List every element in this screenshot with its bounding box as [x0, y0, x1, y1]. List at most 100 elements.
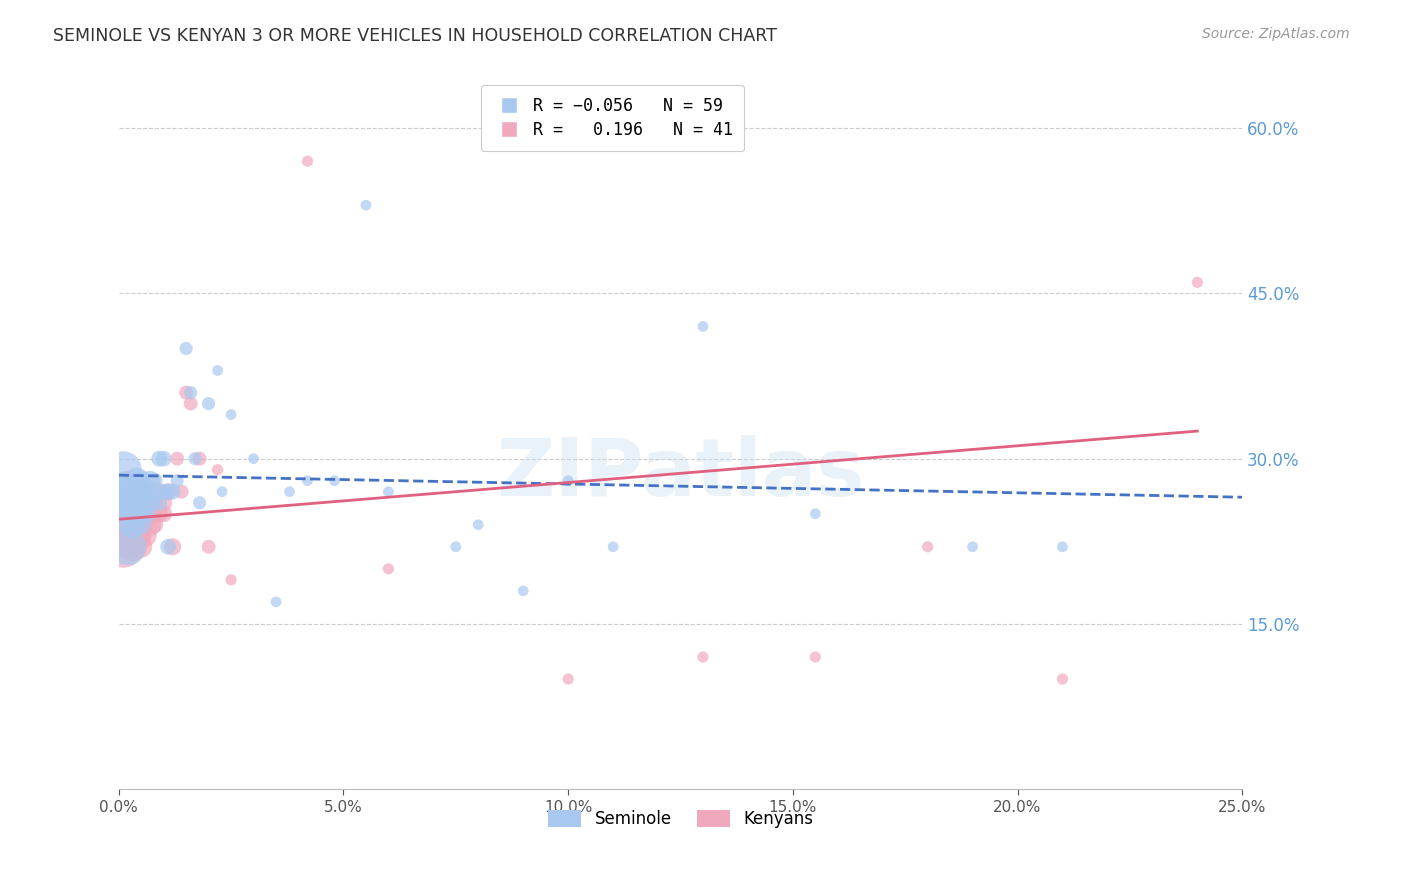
Point: [157, 484, 180, 499]
Point: [135, 496, 157, 510]
Point: [170, 484, 193, 499]
Point: [152, 507, 174, 521]
Point: [148, 451, 170, 466]
Point: [207, 463, 229, 477]
Point: [804, 507, 827, 521]
Point: [121, 517, 143, 532]
Point: [444, 540, 467, 554]
Point: [148, 507, 170, 521]
Point: [125, 529, 148, 543]
Point: [242, 451, 264, 466]
Point: [125, 484, 148, 499]
Point: [180, 396, 202, 410]
Point: [139, 507, 162, 521]
Point: [512, 583, 534, 598]
Point: [139, 517, 162, 532]
Point: [121, 540, 143, 554]
Point: [354, 198, 377, 212]
Point: [139, 474, 162, 488]
Point: [297, 474, 319, 488]
Point: [219, 408, 242, 422]
Point: [125, 507, 148, 521]
Point: [112, 484, 135, 499]
Point: [148, 484, 170, 499]
Point: [207, 363, 229, 377]
Point: [148, 496, 170, 510]
Legend: Seminole, Kenyans: Seminole, Kenyans: [541, 803, 820, 835]
Point: [135, 507, 157, 521]
Point: [157, 540, 180, 554]
Point: [112, 517, 135, 532]
Point: [166, 451, 188, 466]
Point: [152, 484, 174, 499]
Point: [197, 396, 219, 410]
Point: [692, 319, 714, 334]
Point: [117, 529, 139, 543]
Point: [184, 451, 207, 466]
Point: [121, 496, 143, 510]
Point: [121, 507, 143, 521]
Point: [129, 484, 152, 499]
Point: [139, 496, 162, 510]
Point: [1052, 672, 1074, 686]
Point: [467, 517, 489, 532]
Point: [152, 496, 174, 510]
Point: [129, 474, 152, 488]
Point: [962, 540, 984, 554]
Text: ZIPatlas: ZIPatlas: [496, 435, 865, 513]
Point: [112, 496, 135, 510]
Point: [117, 484, 139, 499]
Point: [157, 484, 180, 499]
Point: [129, 540, 152, 554]
Point: [143, 517, 166, 532]
Point: [804, 650, 827, 665]
Point: [135, 496, 157, 510]
Point: [117, 496, 139, 510]
Point: [197, 540, 219, 554]
Point: [162, 484, 184, 499]
Point: [162, 540, 184, 554]
Point: [1187, 276, 1209, 290]
Point: [323, 474, 346, 488]
Point: [557, 672, 579, 686]
Point: [174, 385, 197, 400]
Point: [188, 496, 211, 510]
Point: [602, 540, 624, 554]
Point: [377, 562, 399, 576]
Point: [180, 385, 202, 400]
Point: [152, 451, 174, 466]
Point: [297, 154, 319, 169]
Point: [917, 540, 939, 554]
Point: [125, 507, 148, 521]
Point: [211, 484, 233, 499]
Point: [121, 517, 143, 532]
Point: [557, 474, 579, 488]
Point: [377, 484, 399, 499]
Text: Source: ZipAtlas.com: Source: ZipAtlas.com: [1202, 27, 1350, 41]
Point: [125, 496, 148, 510]
Point: [264, 595, 287, 609]
Point: [129, 517, 152, 532]
Point: [692, 650, 714, 665]
Point: [143, 484, 166, 499]
Point: [112, 540, 135, 554]
Point: [166, 474, 188, 488]
Point: [174, 342, 197, 356]
Point: [125, 474, 148, 488]
Point: [112, 507, 135, 521]
Point: [278, 484, 301, 499]
Point: [219, 573, 242, 587]
Point: [117, 507, 139, 521]
Point: [188, 451, 211, 466]
Point: [117, 484, 139, 499]
Point: [129, 496, 152, 510]
Point: [135, 529, 157, 543]
Point: [112, 463, 135, 477]
Point: [1052, 540, 1074, 554]
Point: [117, 540, 139, 554]
Text: SEMINOLE VS KENYAN 3 OR MORE VEHICLES IN HOUSEHOLD CORRELATION CHART: SEMINOLE VS KENYAN 3 OR MORE VEHICLES IN…: [53, 27, 778, 45]
Point: [121, 484, 143, 499]
Point: [117, 507, 139, 521]
Point: [139, 484, 162, 499]
Point: [143, 474, 166, 488]
